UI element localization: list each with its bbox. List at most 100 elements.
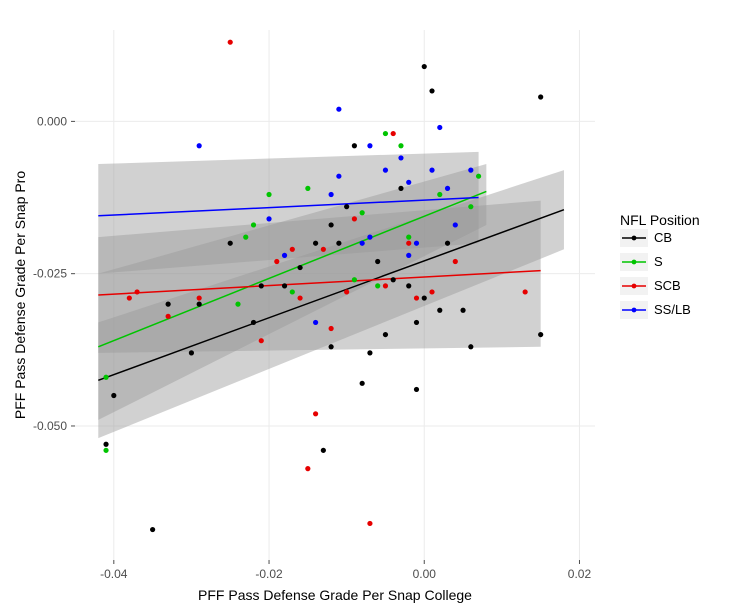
y-axis-label: PFF Pass Defense Grade Per Snap Pro (12, 171, 28, 419)
data-point (313, 411, 318, 416)
data-point (429, 88, 434, 93)
data-point (321, 448, 326, 453)
legend-label: SS/LB (654, 302, 691, 317)
data-point (406, 180, 411, 185)
data-point (414, 241, 419, 246)
data-point (243, 235, 248, 240)
data-point (329, 222, 334, 227)
data-point (360, 241, 365, 246)
xtick-label: -0.04 (100, 567, 128, 581)
data-point (453, 259, 458, 264)
data-point (352, 216, 357, 221)
data-point (259, 283, 264, 288)
data-point (282, 253, 287, 258)
data-point (305, 466, 310, 471)
data-point (259, 338, 264, 343)
data-point (422, 295, 427, 300)
data-point (367, 350, 372, 355)
data-point (429, 289, 434, 294)
data-point (367, 521, 372, 526)
data-point (166, 314, 171, 319)
data-point (297, 265, 302, 270)
data-point (383, 283, 388, 288)
data-point (166, 302, 171, 307)
data-point (437, 125, 442, 130)
data-point (282, 283, 287, 288)
legend-label: S (654, 254, 663, 269)
data-point (523, 289, 528, 294)
data-point (406, 235, 411, 240)
data-point (538, 332, 543, 337)
x-axis-label: PFF Pass Defense Grade Per Snap College (198, 587, 472, 603)
data-point (329, 344, 334, 349)
data-point (321, 247, 326, 252)
data-point (111, 393, 116, 398)
ytick-label: 0.000 (37, 114, 67, 128)
data-point (344, 204, 349, 209)
data-point (398, 155, 403, 160)
data-point (336, 107, 341, 112)
data-point (103, 442, 108, 447)
xtick-label: -0.02 (255, 567, 283, 581)
data-point (305, 186, 310, 191)
data-point (445, 241, 450, 246)
data-point (375, 283, 380, 288)
legend-point (632, 308, 637, 313)
data-point (150, 527, 155, 532)
data-point (266, 216, 271, 221)
data-point (398, 143, 403, 148)
data-point (476, 174, 481, 179)
data-point (383, 332, 388, 337)
data-point (391, 277, 396, 282)
legend-label: SCB (654, 278, 681, 293)
ytick-label: -0.050 (33, 419, 67, 433)
data-point (344, 289, 349, 294)
data-point (251, 222, 256, 227)
data-point (336, 174, 341, 179)
data-point (360, 210, 365, 215)
data-point (375, 259, 380, 264)
data-point (360, 381, 365, 386)
data-point (437, 308, 442, 313)
data-point (367, 235, 372, 240)
data-point (406, 283, 411, 288)
data-point (127, 295, 132, 300)
data-point (468, 344, 473, 349)
data-point (290, 247, 295, 252)
data-point (290, 289, 295, 294)
data-point (414, 320, 419, 325)
data-point (103, 375, 108, 380)
data-point (398, 186, 403, 191)
data-point (406, 253, 411, 258)
data-point (235, 302, 240, 307)
chart-container: -0.04 -0.02 0.00 0.02 -0.050 -0.025 0.000 PFF P… (0, 0, 744, 611)
legend-point (632, 260, 637, 265)
data-point (406, 241, 411, 246)
data-point (383, 168, 388, 173)
data-point (437, 192, 442, 197)
data-point (383, 131, 388, 136)
data-point (251, 320, 256, 325)
data-point (266, 192, 271, 197)
xtick-label: 0.00 (413, 567, 437, 581)
data-point (468, 204, 473, 209)
data-point (313, 320, 318, 325)
data-point (274, 259, 279, 264)
data-point (313, 241, 318, 246)
data-point (453, 222, 458, 227)
data-point (352, 277, 357, 282)
data-point (460, 308, 465, 313)
data-point (352, 143, 357, 148)
xtick-label: 0.02 (568, 567, 592, 581)
data-point (414, 295, 419, 300)
data-point (189, 350, 194, 355)
data-point (228, 241, 233, 246)
data-point (538, 94, 543, 99)
legend-title: NFL Position (620, 212, 700, 228)
ytick-label: -0.025 (33, 267, 67, 281)
data-point (445, 186, 450, 191)
scatter-chart-svg: -0.04 -0.02 0.00 0.02 -0.050 -0.025 0.000 PFF P… (0, 0, 744, 611)
data-point (103, 448, 108, 453)
data-point (414, 387, 419, 392)
data-point (367, 143, 372, 148)
